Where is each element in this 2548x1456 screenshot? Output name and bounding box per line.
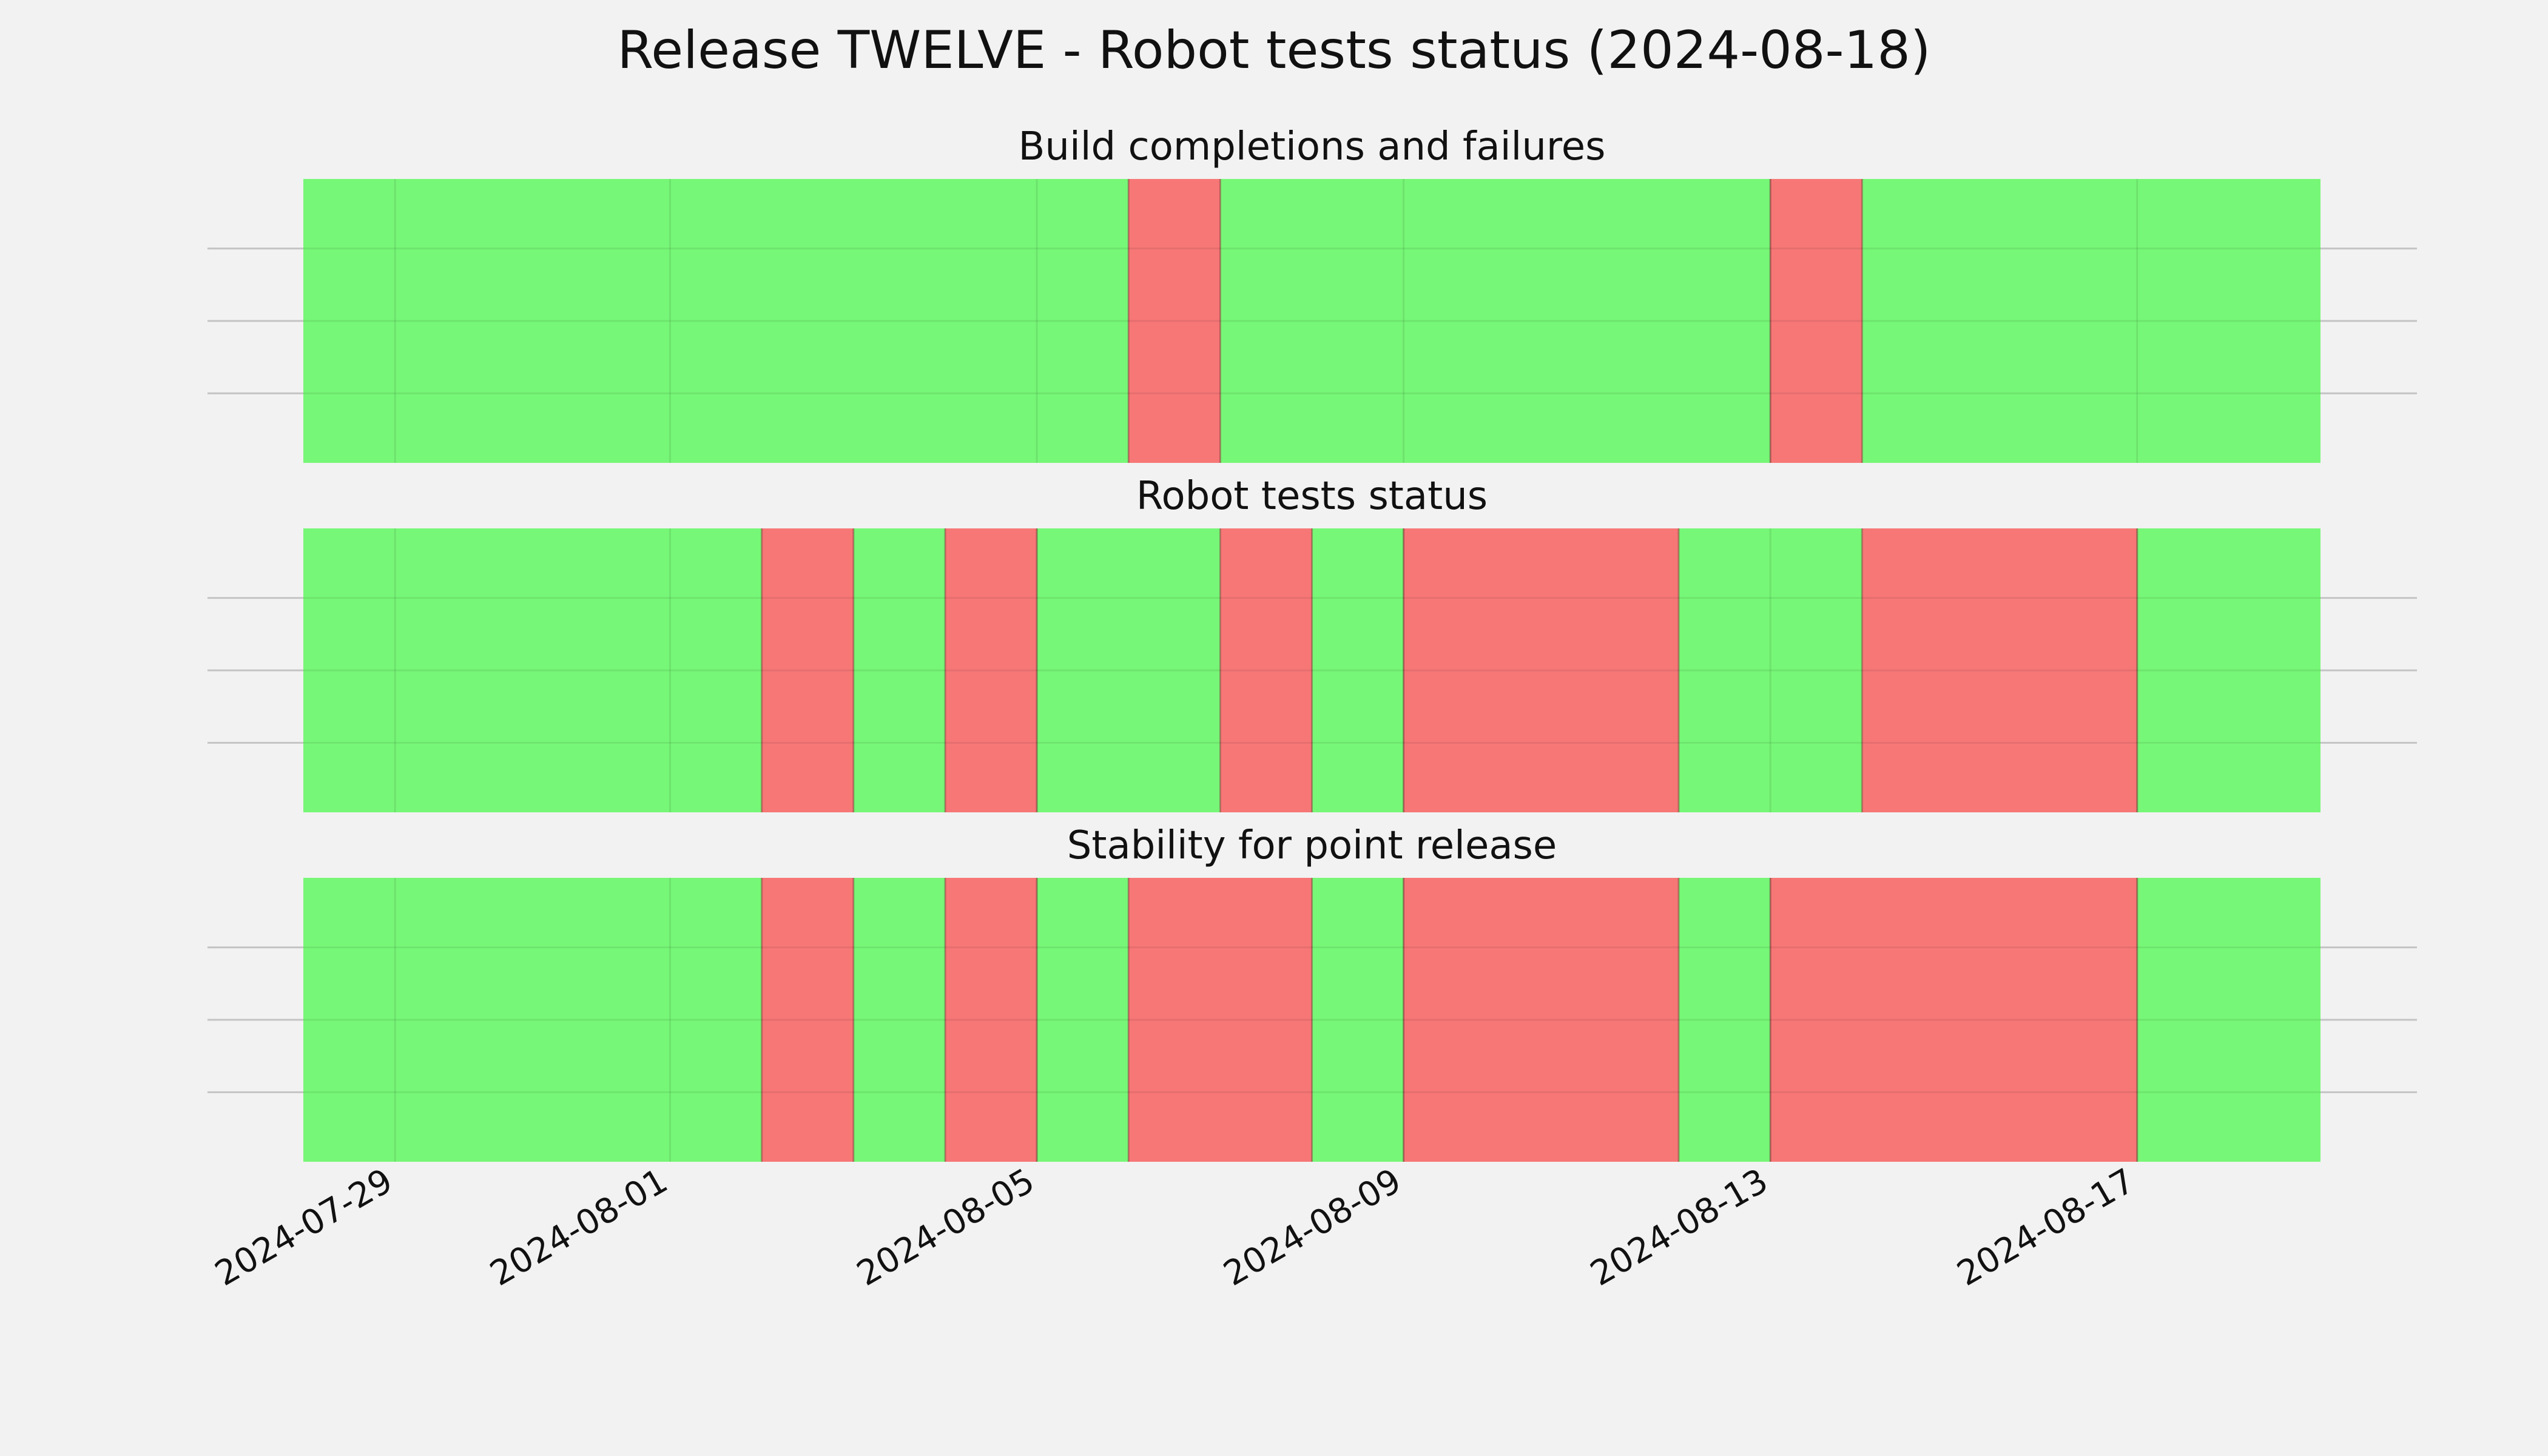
status-segment-pass bbox=[1037, 878, 1129, 1162]
status-segment-fail bbox=[1403, 528, 1679, 812]
status-segment-pass bbox=[853, 528, 945, 812]
status-segment-pass bbox=[1679, 878, 1771, 1162]
panel-3: Stability for point release bbox=[207, 823, 2417, 1162]
panel-2: Robot tests status bbox=[207, 474, 2417, 812]
status-segment-fail bbox=[945, 528, 1037, 812]
status-segment-pass bbox=[303, 528, 762, 812]
status-segment-pass bbox=[303, 878, 762, 1162]
status-segment-pass bbox=[2137, 878, 2320, 1162]
status-segment-fail bbox=[1770, 179, 1862, 463]
status-segment-fail bbox=[1403, 878, 1679, 1162]
status-segment-pass bbox=[2137, 528, 2320, 812]
status-segment-fail bbox=[1862, 528, 2137, 812]
chart-title: Release TWELVE - Robot tests status (202… bbox=[617, 20, 1930, 81]
status-segment-pass bbox=[1220, 179, 1771, 463]
panel-title: Stability for point release bbox=[1067, 823, 1557, 868]
panel-title: Robot tests status bbox=[1136, 474, 1488, 519]
status-segment-fail bbox=[1128, 179, 1221, 463]
status-segment-fail bbox=[1128, 878, 1312, 1162]
status-segment-fail bbox=[1220, 528, 1312, 812]
status-segment-pass bbox=[853, 878, 945, 1162]
panel-1: Build completions and failures bbox=[207, 124, 2417, 463]
panels: Build completions and failures Robot test… bbox=[207, 124, 2417, 1162]
status-segment-pass bbox=[1312, 528, 1404, 812]
status-segment-pass bbox=[1037, 528, 1221, 812]
status-segment-fail bbox=[945, 878, 1037, 1162]
panel-title: Build completions and failures bbox=[1019, 124, 1606, 169]
status-segment-pass bbox=[1862, 179, 2320, 463]
status-segment-pass bbox=[1312, 878, 1404, 1162]
status-segment-fail bbox=[1770, 878, 2137, 1162]
status-segment-fail bbox=[761, 878, 854, 1162]
status-segment-pass bbox=[303, 179, 1129, 463]
status-segment-pass bbox=[1679, 528, 1862, 812]
status-segment-fail bbox=[761, 528, 854, 812]
